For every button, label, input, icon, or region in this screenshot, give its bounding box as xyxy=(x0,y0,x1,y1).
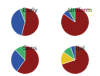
svg-text:Sens: Sens xyxy=(23,44,37,51)
svg-text:Bal: Bal xyxy=(75,44,85,51)
svg-text:Early: Early xyxy=(22,6,38,14)
svg-text:Uniform: Uniform xyxy=(68,6,92,13)
